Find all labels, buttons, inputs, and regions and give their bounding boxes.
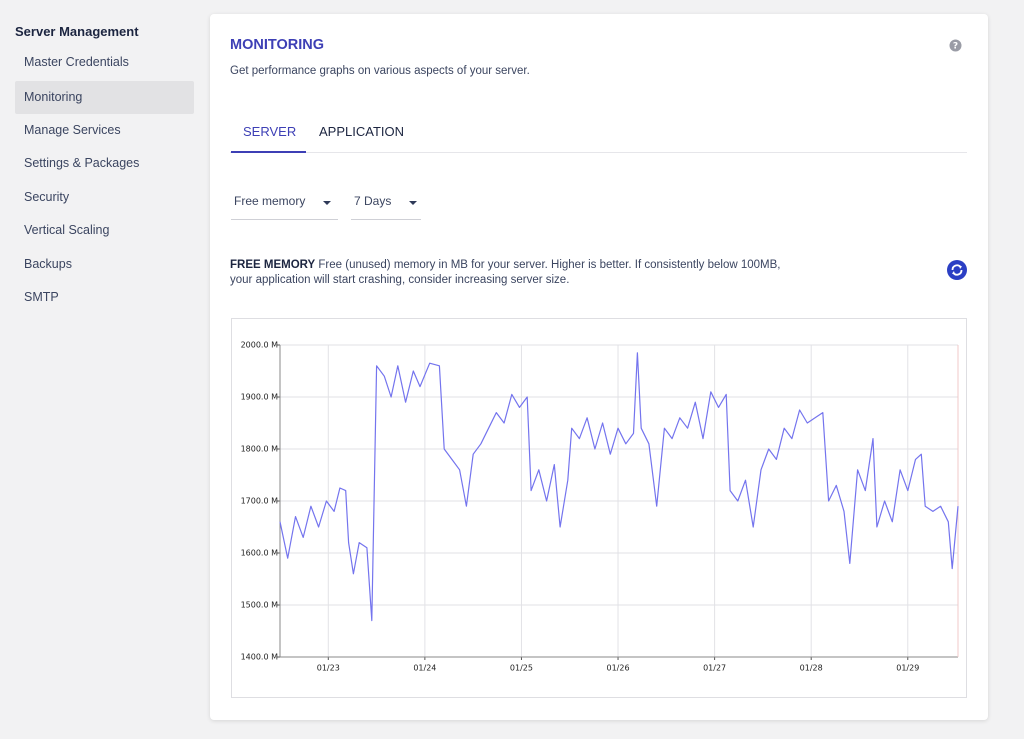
y-tick-label: 1500.0 M: [241, 601, 279, 610]
card-subtitle: Get performance graphs on various aspect…: [230, 65, 530, 77]
nav-item[interactable]: Manage Services: [24, 123, 121, 137]
y-tick-label: 1400.0 M: [241, 653, 279, 662]
x-tick-label: 01/24: [413, 664, 436, 673]
tab[interactable]: SERVER: [243, 124, 297, 139]
card: MONITORING Get performance graphs on var…: [210, 14, 988, 720]
nav-item[interactable]: Settings & Packages: [24, 156, 140, 170]
y-tick-label: 2000.0 M: [241, 341, 279, 350]
help-icon[interactable]: ?: [949, 39, 962, 52]
y-tick-label: 1800.0 M: [241, 445, 279, 454]
refresh-icon[interactable]: [947, 260, 967, 280]
y-tick-label: 1900.0 M: [241, 393, 279, 402]
description: FREE MEMORY Free (unused) memory in MB f…: [230, 258, 790, 288]
description-text: Free (unused) memory in MB for your serv…: [230, 259, 781, 286]
dropdown-underline: [231, 219, 338, 220]
description-heading: FREE MEMORY: [230, 259, 316, 271]
nav-item[interactable]: SMTP: [24, 290, 59, 304]
svg-text:?: ?: [953, 42, 958, 52]
nav-item[interactable]: Monitoring: [15, 81, 194, 114]
nav-item[interactable]: Vertical Scaling: [24, 223, 110, 237]
x-tick-label: 01/29: [896, 664, 919, 673]
dropdown[interactable]: 7 Days: [354, 194, 392, 208]
nav-item[interactable]: Backups: [24, 257, 72, 271]
sidebar-title: Server Management: [15, 24, 139, 39]
chart-container: 1400.0 M 1500.0 M 1600.0 M 1700.0 M 1800.0 M…: [231, 318, 967, 698]
y-tick-label: 1700.0 M: [241, 497, 279, 506]
x-tick-label: 01/25: [510, 664, 533, 673]
tab-indicator: [231, 151, 306, 153]
card-title: MONITORING: [230, 37, 324, 53]
data-line: [279, 352, 959, 622]
tab-divider: [230, 152, 967, 153]
nav-item[interactable]: Master Credentials: [24, 55, 129, 69]
chart: 1400.0 M 1500.0 M 1600.0 M 1700.0 M 1800.0 M…: [241, 341, 959, 673]
x-tick-label: 01/28: [800, 664, 823, 673]
dropdown-arrow: [323, 201, 331, 205]
dropdown-underline: [351, 219, 421, 220]
dropdown[interactable]: Free memory: [234, 194, 306, 208]
nav-item[interactable]: Security: [24, 190, 70, 204]
y-tick-label: 1600.0 M: [241, 549, 279, 558]
tab[interactable]: APPLICATION: [319, 124, 405, 139]
x-tick-label: 01/27: [703, 664, 726, 673]
x-tick-label: 01/26: [607, 664, 630, 673]
dropdown-arrow: [409, 201, 417, 205]
x-tick-label: 01/23: [317, 664, 340, 673]
